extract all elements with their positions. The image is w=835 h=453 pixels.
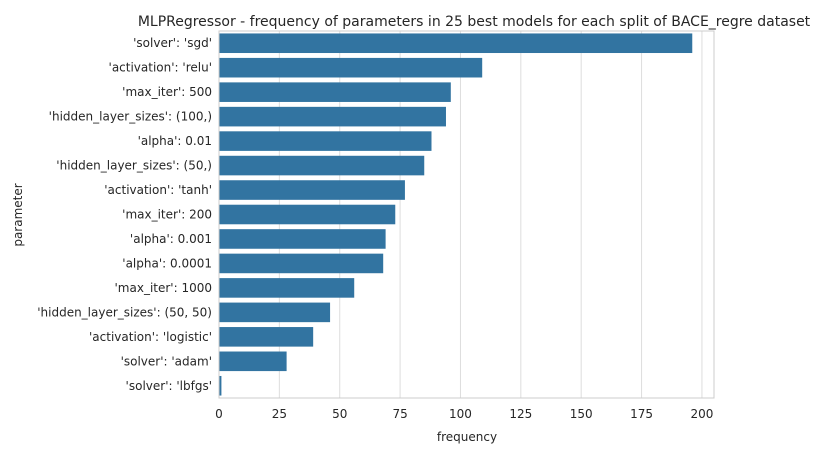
y-tick-label: 'alpha': 0.0001 — [122, 256, 212, 270]
x-axis-label: frequency — [437, 430, 497, 444]
x-tick-label: 200 — [690, 407, 713, 421]
y-tick-label: 'alpha': 0.001 — [130, 232, 212, 246]
bar — [219, 253, 384, 274]
y-tick-label: 'activation': 'tanh' — [104, 183, 212, 197]
y-tick-label: 'activation': 'logistic' — [89, 330, 212, 344]
bar — [219, 33, 693, 54]
y-tick-label: 'max_iter': 500 — [122, 85, 212, 99]
bar — [219, 82, 451, 102]
y-tick-label: 'max_iter': 200 — [122, 208, 212, 222]
x-tick-label: 150 — [570, 407, 593, 421]
y-tick-label: 'hidden_layer_sizes': (100,) — [49, 110, 212, 124]
y-tick-label: 'hidden_layer_sizes': (50,) — [56, 159, 212, 173]
y-tick-label: 'solver': 'sgd' — [133, 36, 212, 50]
bar — [219, 375, 222, 396]
bar — [219, 351, 287, 372]
bar — [219, 204, 396, 225]
bar — [219, 327, 314, 347]
y-tick-labels: 'solver': 'sgd' 'activation': 'relu' 'max_… — [37, 36, 212, 393]
x-tick-label: 175 — [630, 407, 653, 421]
bar — [219, 57, 483, 78]
y-tick-label: 'alpha': 0.01 — [138, 134, 212, 148]
y-tick-label: 'solver': 'lbfgs' — [126, 379, 212, 393]
bar — [219, 106, 446, 127]
chart-title: MLPRegressor - frequency of parameters i… — [138, 14, 811, 30]
y-tick-label: 'activation': 'relu' — [109, 61, 212, 75]
x-tick-label: 0 — [215, 407, 223, 421]
bars — [219, 33, 693, 396]
bar — [219, 131, 432, 151]
y-tick-label: 'max_iter': 1000 — [115, 281, 213, 295]
x-tick-label: 100 — [449, 407, 472, 421]
x-tick-label: 125 — [509, 407, 532, 421]
bar — [219, 155, 425, 176]
x-tick-labels: 0 25 50 75 100 125 150 175 200 — [215, 407, 713, 421]
y-axis-label: parameter — [11, 183, 25, 246]
bar — [219, 229, 386, 249]
bar — [219, 180, 405, 200]
x-tick-label: 25 — [272, 407, 287, 421]
x-tick-label: 75 — [392, 407, 407, 421]
bar — [219, 302, 331, 323]
x-tick-label: 50 — [332, 407, 347, 421]
y-tick-label: 'solver': 'adam' — [121, 354, 212, 368]
bar — [219, 278, 355, 298]
y-tick-label: 'hidden_layer_sizes': (50, 50) — [37, 305, 212, 319]
plot-frame — [218, 30, 715, 399]
